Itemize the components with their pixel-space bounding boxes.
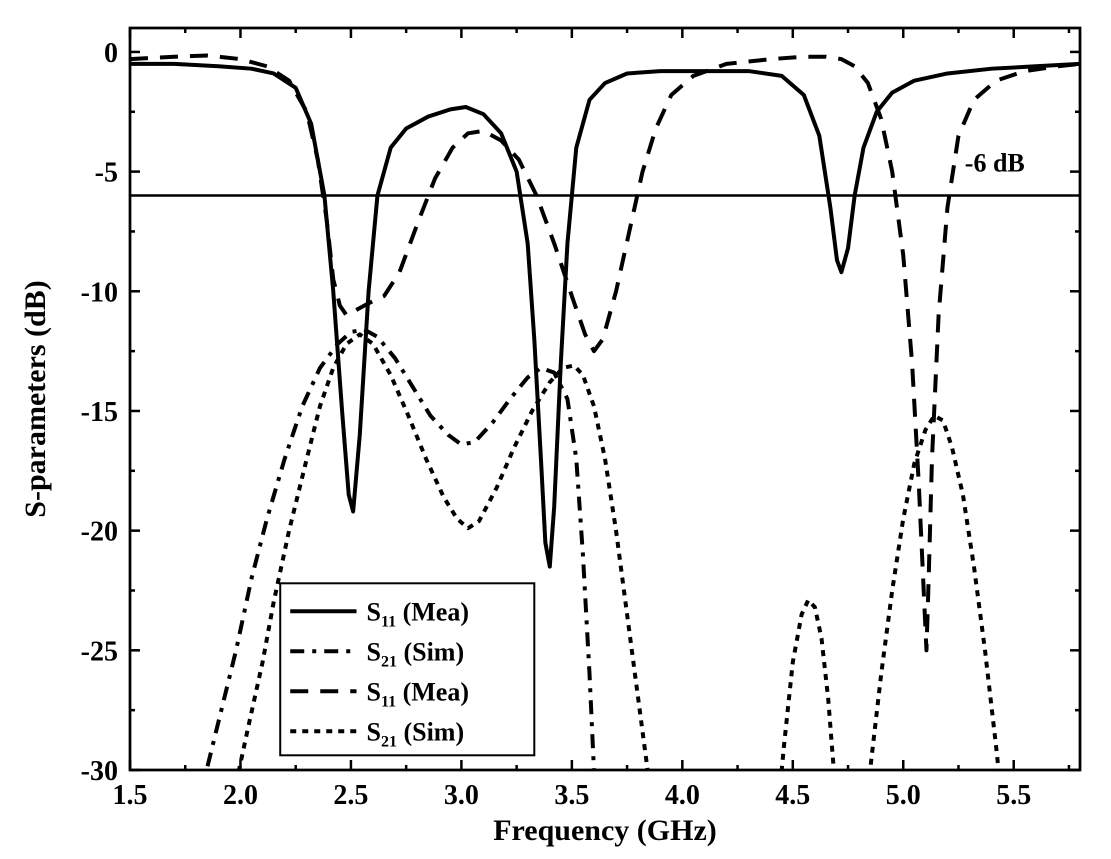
annotation-label: -6 dB (965, 149, 1025, 178)
x-tick-label: 3.0 (444, 780, 479, 811)
y-tick-label: -15 (81, 397, 118, 428)
y-tick-label: -30 (81, 756, 118, 787)
x-tick-label: 5.5 (996, 780, 1031, 811)
chart-container: 1.52.02.53.03.54.04.55.05.50-5-10-15-20-… (0, 0, 1111, 859)
y-tick-label: -25 (81, 636, 118, 667)
x-tick-label: 4.0 (665, 780, 700, 811)
y-tick-label: -10 (81, 277, 118, 308)
x-tick-label: 2.0 (223, 780, 258, 811)
y-tick-label: -20 (81, 517, 118, 548)
y-tick-label: -5 (95, 158, 118, 189)
x-tick-label: 3.5 (554, 780, 589, 811)
y-axis-label: S-parameters (dB) (19, 280, 52, 517)
plot-frame (130, 28, 1080, 770)
x-tick-label: 4.5 (775, 780, 810, 811)
x-tick-label: 5.0 (886, 780, 921, 811)
series-s11_mea2 (130, 56, 1080, 651)
series-group (130, 56, 1080, 859)
chart-svg: 1.52.02.53.03.54.04.55.05.50-5-10-15-20-… (0, 0, 1111, 859)
y-tick-label: 0 (104, 38, 118, 69)
x-tick-label: 2.5 (333, 780, 368, 811)
x-axis-label: Frequency (GHz) (493, 814, 717, 847)
